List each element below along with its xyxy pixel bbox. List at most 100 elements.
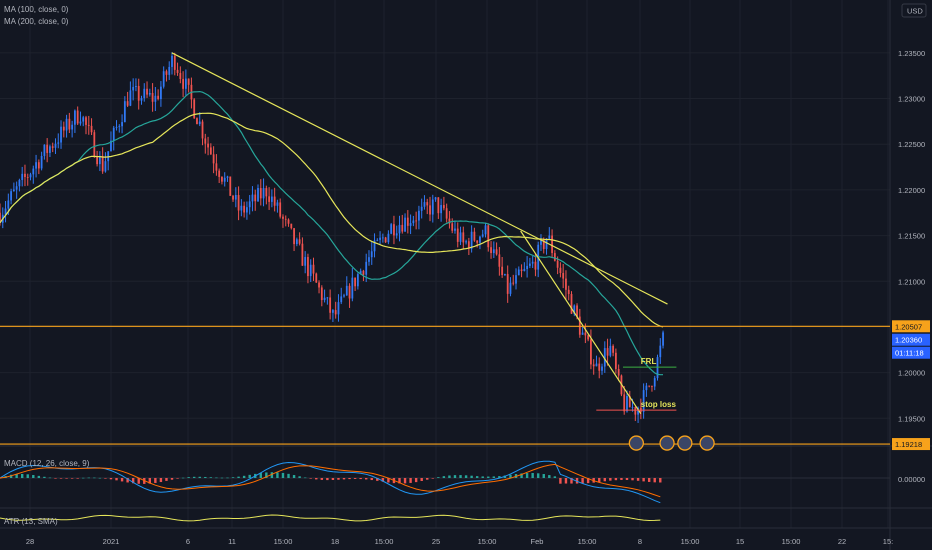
candle[interactable] — [412, 220, 415, 224]
candle[interactable] — [160, 86, 162, 100]
candle[interactable] — [284, 218, 287, 220]
candle[interactable] — [465, 241, 467, 243]
candle[interactable] — [648, 385, 651, 387]
candle[interactable] — [35, 162, 37, 169]
candle[interactable] — [406, 217, 409, 226]
candle[interactable] — [545, 238, 548, 250]
macd-legend[interactable]: MACD (12, 26, close, 9) — [4, 459, 90, 468]
candle[interactable] — [420, 206, 423, 211]
candle[interactable] — [287, 219, 290, 224]
candle[interactable] — [107, 151, 110, 162]
candle[interactable] — [381, 237, 384, 239]
candle[interactable] — [479, 236, 481, 243]
candle[interactable] — [37, 162, 40, 169]
candle[interactable] — [356, 274, 359, 287]
candle[interactable] — [298, 239, 301, 244]
candle[interactable] — [0, 212, 1, 223]
candle[interactable] — [498, 254, 501, 267]
candle[interactable] — [312, 264, 315, 274]
candle[interactable] — [534, 261, 537, 270]
price-pane[interactable] — [0, 52, 664, 423]
candle[interactable] — [193, 99, 196, 119]
candle[interactable] — [49, 146, 51, 153]
candle[interactable] — [423, 202, 426, 207]
candle[interactable] — [348, 285, 351, 299]
candle[interactable] — [354, 277, 357, 287]
candle[interactable] — [662, 332, 664, 346]
candle[interactable] — [584, 332, 587, 336]
candle[interactable] — [218, 170, 221, 177]
candle[interactable] — [248, 201, 251, 208]
candle[interactable] — [43, 144, 46, 156]
candle[interactable] — [473, 231, 476, 241]
candle[interactable] — [276, 202, 279, 206]
candle[interactable] — [362, 270, 365, 275]
candle[interactable] — [40, 155, 43, 169]
candle[interactable] — [171, 55, 173, 67]
candle[interactable] — [581, 332, 584, 335]
candle[interactable] — [132, 86, 135, 91]
candle[interactable] — [7, 200, 10, 209]
candle[interactable] — [273, 196, 276, 206]
candle[interactable] — [504, 274, 506, 276]
candle[interactable] — [606, 348, 609, 356]
candle[interactable] — [490, 247, 492, 254]
candle[interactable] — [307, 257, 309, 277]
candle[interactable] — [168, 66, 171, 75]
candle[interactable] — [221, 176, 223, 182]
candle[interactable] — [440, 205, 443, 214]
candle[interactable] — [215, 163, 218, 171]
candle[interactable] — [201, 121, 204, 139]
candle[interactable] — [429, 205, 431, 215]
ma200-legend[interactable]: MA (200, close, 0) — [4, 17, 69, 26]
candle[interactable] — [509, 282, 512, 294]
candle[interactable] — [282, 216, 284, 219]
candle[interactable] — [409, 223, 412, 226]
candle[interactable] — [559, 267, 562, 274]
candle[interactable] — [345, 285, 348, 296]
candle[interactable] — [631, 407, 634, 408]
candle[interactable] — [476, 240, 479, 243]
candle[interactable] — [587, 335, 590, 340]
currency-badge[interactable] — [901, 3, 927, 18]
candle[interactable] — [642, 390, 645, 412]
candle[interactable] — [101, 156, 104, 172]
candle[interactable] — [265, 188, 268, 197]
candle[interactable] — [573, 305, 576, 314]
candle[interactable] — [501, 266, 504, 276]
atr-legend[interactable]: ATR (13, SMA) — [4, 517, 58, 526]
candle[interactable] — [370, 251, 373, 258]
candle[interactable] — [121, 122, 123, 127]
candle[interactable] — [515, 275, 517, 284]
candle[interactable] — [426, 202, 429, 206]
candle[interactable] — [628, 395, 631, 408]
candle[interactable] — [295, 239, 298, 245]
candle[interactable] — [326, 297, 329, 299]
candle[interactable] — [415, 220, 418, 222]
candle[interactable] — [384, 237, 387, 243]
candle[interactable] — [454, 228, 456, 231]
candle[interactable] — [565, 278, 567, 290]
candle[interactable] — [68, 118, 71, 130]
downtrend-line-short[interactable] — [520, 230, 642, 415]
candle[interactable] — [93, 132, 96, 158]
candle[interactable] — [26, 176, 29, 178]
candle[interactable] — [4, 208, 7, 215]
candle[interactable] — [118, 126, 121, 128]
candle[interactable] — [162, 71, 165, 87]
candle[interactable] — [12, 189, 15, 192]
candle[interactable] — [301, 243, 304, 266]
candle[interactable] — [137, 86, 140, 101]
ma100-line[interactable] — [0, 90, 663, 376]
candle[interactable] — [74, 110, 76, 125]
candle[interactable] — [393, 224, 395, 236]
candle[interactable] — [487, 225, 490, 248]
candle[interactable] — [376, 239, 379, 241]
candle[interactable] — [517, 269, 520, 276]
price-tag-level[interactable] — [892, 438, 930, 451]
candle[interactable] — [556, 260, 559, 268]
candle[interactable] — [15, 186, 18, 190]
candle[interactable] — [520, 269, 523, 272]
candle[interactable] — [526, 265, 529, 270]
candle[interactable] — [257, 188, 259, 202]
